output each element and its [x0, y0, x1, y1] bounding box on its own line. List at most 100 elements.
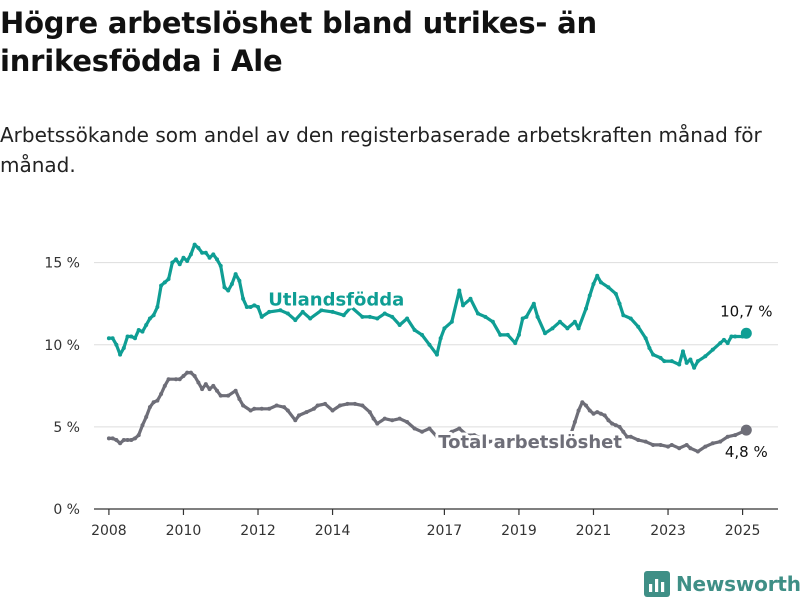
data-point: [304, 410, 309, 415]
bar-chart-icon: [644, 571, 670, 597]
data-point: [729, 334, 734, 339]
data-point: [110, 436, 115, 441]
data-point: [561, 438, 566, 443]
data-point: [505, 332, 510, 337]
data-point: [311, 406, 316, 411]
data-point: [293, 418, 298, 423]
data-point: [595, 273, 600, 278]
data-point: [367, 314, 372, 319]
data-point: [345, 401, 350, 406]
data-point: [267, 406, 272, 411]
y-tick-label: 5 %: [53, 420, 80, 436]
data-point: [371, 416, 376, 421]
data-point: [442, 434, 447, 439]
data-point: [341, 313, 346, 318]
data-point: [461, 303, 466, 308]
data-point: [397, 416, 402, 421]
data-point: [531, 301, 536, 306]
data-point: [106, 336, 111, 341]
x-tick-label: 2025: [725, 523, 761, 539]
data-point: [121, 438, 126, 443]
data-point: [490, 319, 495, 324]
data-point: [692, 365, 697, 370]
data-point: [200, 387, 205, 392]
data-point: [438, 336, 443, 341]
data-point: [315, 403, 320, 408]
data-point: [636, 438, 641, 443]
data-point: [349, 304, 354, 309]
data-point: [584, 403, 589, 408]
x-tick-label: 2023: [650, 523, 686, 539]
data-point: [215, 388, 220, 393]
data-point: [177, 377, 182, 382]
data-point: [557, 319, 562, 324]
data-point: [695, 359, 700, 364]
data-point: [338, 403, 343, 408]
chart-title: Högre arbetslöshet bland utrikes- än inr…: [0, 6, 597, 78]
data-point: [252, 303, 257, 308]
data-point: [539, 436, 544, 441]
data-point: [569, 431, 574, 436]
data-point: [636, 324, 641, 329]
data-point: [375, 316, 380, 321]
data-point: [528, 438, 533, 443]
data-point: [237, 278, 242, 283]
data-point: [382, 311, 387, 316]
data-point: [285, 311, 290, 316]
data-point: [617, 301, 622, 306]
data-point: [136, 433, 141, 438]
data-point: [218, 393, 223, 398]
data-point: [207, 387, 212, 392]
data-point: [177, 262, 182, 267]
data-point: [211, 252, 216, 257]
data-point: [319, 308, 324, 313]
data-point: [725, 434, 730, 439]
data-point: [252, 406, 257, 411]
data-point: [300, 309, 305, 314]
data-point: [162, 383, 167, 388]
end-point-marker: [740, 424, 752, 436]
data-point: [118, 441, 123, 446]
data-point: [114, 342, 119, 347]
data-point: [427, 426, 432, 431]
data-point: [483, 314, 488, 319]
data-point: [215, 257, 220, 262]
data-point: [468, 296, 473, 301]
data-point: [147, 316, 152, 321]
data-point: [203, 382, 208, 387]
data-point: [625, 434, 630, 439]
data-point: [449, 319, 454, 324]
data-point: [651, 352, 656, 357]
y-tick-label: 10 %: [44, 338, 80, 354]
data-point: [516, 332, 521, 337]
x-tick-label: 2019: [501, 523, 537, 539]
data-point: [572, 319, 577, 324]
y-tick-label: 0 %: [53, 502, 80, 518]
data-point: [658, 442, 663, 447]
brand-name: Newsworthy: [676, 572, 800, 596]
data-point: [106, 436, 111, 441]
data-point: [584, 306, 589, 311]
data-point: [684, 360, 689, 365]
data-point: [125, 334, 130, 339]
end-value-label: 10,7 %: [720, 302, 772, 320]
data-point: [680, 349, 685, 354]
data-point: [110, 336, 115, 341]
data-point: [479, 436, 484, 441]
x-tick-label: 2021: [576, 523, 612, 539]
data-point: [669, 442, 674, 447]
data-point: [721, 337, 726, 342]
data-point: [155, 304, 160, 309]
data-point: [677, 362, 682, 367]
data-point: [121, 346, 126, 351]
data-point: [524, 314, 529, 319]
data-point: [192, 373, 197, 378]
data-point: [427, 342, 432, 347]
data-point: [207, 255, 212, 260]
data-point: [420, 429, 425, 434]
data-point: [587, 293, 592, 298]
data-point: [733, 334, 738, 339]
data-point: [229, 281, 234, 286]
x-tick-label: 2012: [240, 523, 276, 539]
data-point: [170, 260, 175, 265]
